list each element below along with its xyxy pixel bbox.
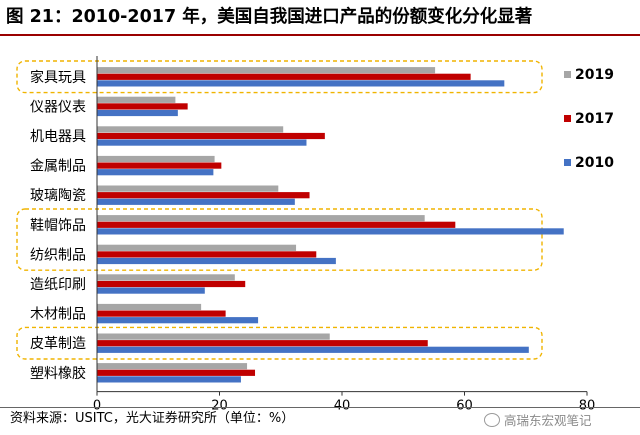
bar-2017-5: [97, 192, 310, 199]
x-tick-label: 60: [456, 399, 473, 414]
bar-2010-8: [97, 287, 205, 294]
legend-label: 2010: [575, 155, 614, 171]
category-label: 造纸印刷: [30, 277, 86, 293]
category-label: 塑料橡胶: [30, 365, 86, 382]
legend-label: 2017: [575, 111, 614, 127]
bar-2010-5: [97, 198, 295, 205]
bar-2019-1: [97, 67, 436, 74]
bar-2010-1: [97, 80, 505, 87]
legend-label: 2019: [575, 67, 614, 83]
bar-2017-8: [97, 280, 246, 288]
category-label: 家具玩具: [30, 69, 86, 86]
watermark: 高瑞东宏观笔记: [484, 410, 592, 429]
bar-2019-8: [97, 274, 235, 281]
bar-2019-7: [97, 244, 297, 251]
bar-2019-5: [97, 185, 279, 192]
bar-2010-7: [97, 257, 336, 265]
x-tick-label: 0: [93, 399, 101, 414]
bar-2017-3: [97, 132, 325, 140]
legend-swatch-2017: [564, 115, 571, 122]
category-label: 金属制品: [30, 159, 86, 175]
bar-2017-11: [97, 369, 256, 376]
source-note: 资料来源：USITC，光大证券研究所（单位：%）: [10, 411, 295, 426]
category-label: 木材制品: [30, 307, 86, 323]
category-label: 纺织制品: [30, 247, 86, 263]
bar-2010-11: [97, 376, 241, 383]
legend-swatch-2010: [564, 159, 571, 166]
bar-2019-2: [97, 96, 176, 103]
x-tick-label: 40: [334, 399, 351, 414]
bar-2017-10: [97, 340, 428, 347]
title-divider: [0, 34, 640, 36]
wechat-icon: [484, 412, 500, 427]
bar-2010-9: [97, 317, 259, 324]
bar-2017-7: [97, 251, 317, 258]
category-label: 皮革制造: [30, 336, 86, 352]
source-divider: [0, 407, 640, 408]
bar-2010-10: [97, 346, 529, 353]
highlight-box-1: [16, 60, 543, 94]
highlight-box-3: [16, 326, 543, 360]
bar-2017-6: [97, 221, 456, 228]
bar-2017-1: [97, 73, 471, 80]
bar-2017-4: [97, 162, 222, 169]
bar-2010-4: [97, 169, 214, 176]
bar-2019-11: [97, 363, 248, 370]
figure-title: 图 21：2010-2017 年，美国自我国进口产品的份额变化分化显著: [6, 7, 533, 27]
bar-2010-2: [97, 109, 178, 117]
bar-2019-4: [97, 155, 215, 163]
bar-2019-10: [97, 333, 330, 340]
x-tick-label: 20: [211, 399, 228, 414]
bar-2019-6: [97, 215, 425, 222]
bar-2010-6: [97, 228, 564, 235]
category-label: 鞋帽饰品: [30, 218, 86, 234]
bar-2019-3: [97, 126, 284, 133]
legend-swatch-2019: [564, 71, 571, 78]
bar-2017-9: [97, 310, 226, 317]
category-label: 仪器仪表: [30, 99, 86, 115]
watermark-text: 高瑞东宏观笔记: [504, 413, 592, 428]
bar-2010-3: [97, 139, 307, 146]
category-label: 玻璃陶瓷: [30, 187, 86, 204]
x-tick-label: 80: [579, 399, 596, 414]
bar-2017-2: [97, 103, 188, 110]
highlight-box-2: [16, 208, 543, 271]
bar-2019-9: [97, 303, 202, 311]
category-label: 机电器具: [30, 129, 86, 145]
